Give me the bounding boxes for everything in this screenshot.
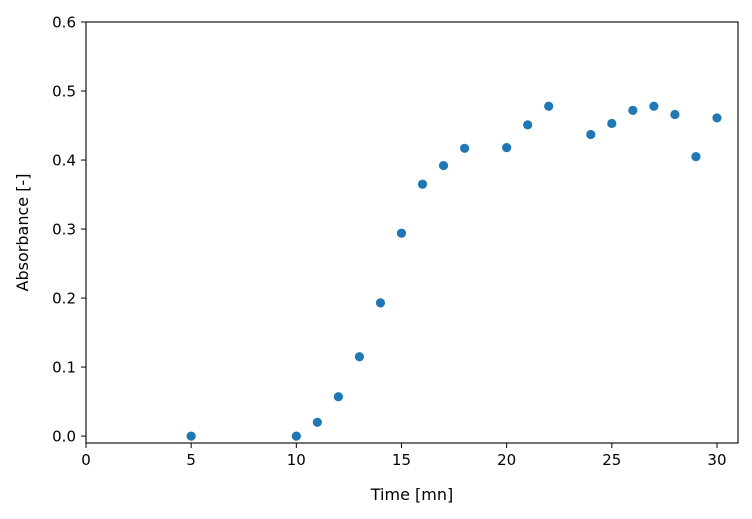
data-point xyxy=(354,352,365,362)
data-point xyxy=(375,298,386,308)
data-point xyxy=(586,129,596,140)
x-tick-label: 25 xyxy=(602,451,621,469)
data-point xyxy=(291,431,301,441)
data-point xyxy=(712,113,722,123)
data-point xyxy=(544,101,554,111)
data-point xyxy=(417,179,428,189)
y-axis-label: Absorbance [-] xyxy=(13,174,32,292)
x-axis-label: Time [mn] xyxy=(370,485,453,504)
data-point xyxy=(312,417,322,427)
axis-ticks: 0 5 10 15 20 25 30 0.0 0.1 0.2 0.3 0.4 0.5 0.6 xyxy=(52,14,726,470)
y-tick-label: 0.0 xyxy=(52,428,76,446)
data-point xyxy=(502,143,512,153)
data-point xyxy=(628,105,638,115)
x-tick-label: 0 xyxy=(81,451,91,469)
data-point xyxy=(438,160,449,171)
y-tick-label: 0.2 xyxy=(52,290,76,308)
data-point xyxy=(670,109,680,120)
data-point xyxy=(607,118,617,129)
x-tick-label: 5 xyxy=(186,451,196,469)
data-point xyxy=(186,431,196,441)
y-tick-label: 0.6 xyxy=(52,14,76,32)
data-point xyxy=(333,392,343,402)
x-tick-label: 10 xyxy=(287,451,306,469)
x-tick-label: 30 xyxy=(707,451,726,469)
data-point xyxy=(691,151,701,162)
data-points xyxy=(186,101,722,441)
x-tick-label: 20 xyxy=(497,451,516,469)
y-tick-label: 0.3 xyxy=(52,221,76,239)
x-tick-label: 15 xyxy=(392,451,411,469)
y-tick-label: 0.1 xyxy=(52,359,76,377)
data-point xyxy=(459,143,470,153)
data-point xyxy=(649,101,659,111)
y-tick-label: 0.4 xyxy=(52,152,76,170)
data-point xyxy=(396,228,407,238)
plot-frame xyxy=(85,21,739,444)
data-point xyxy=(523,120,533,130)
y-tick-label: 0.5 xyxy=(52,83,76,101)
